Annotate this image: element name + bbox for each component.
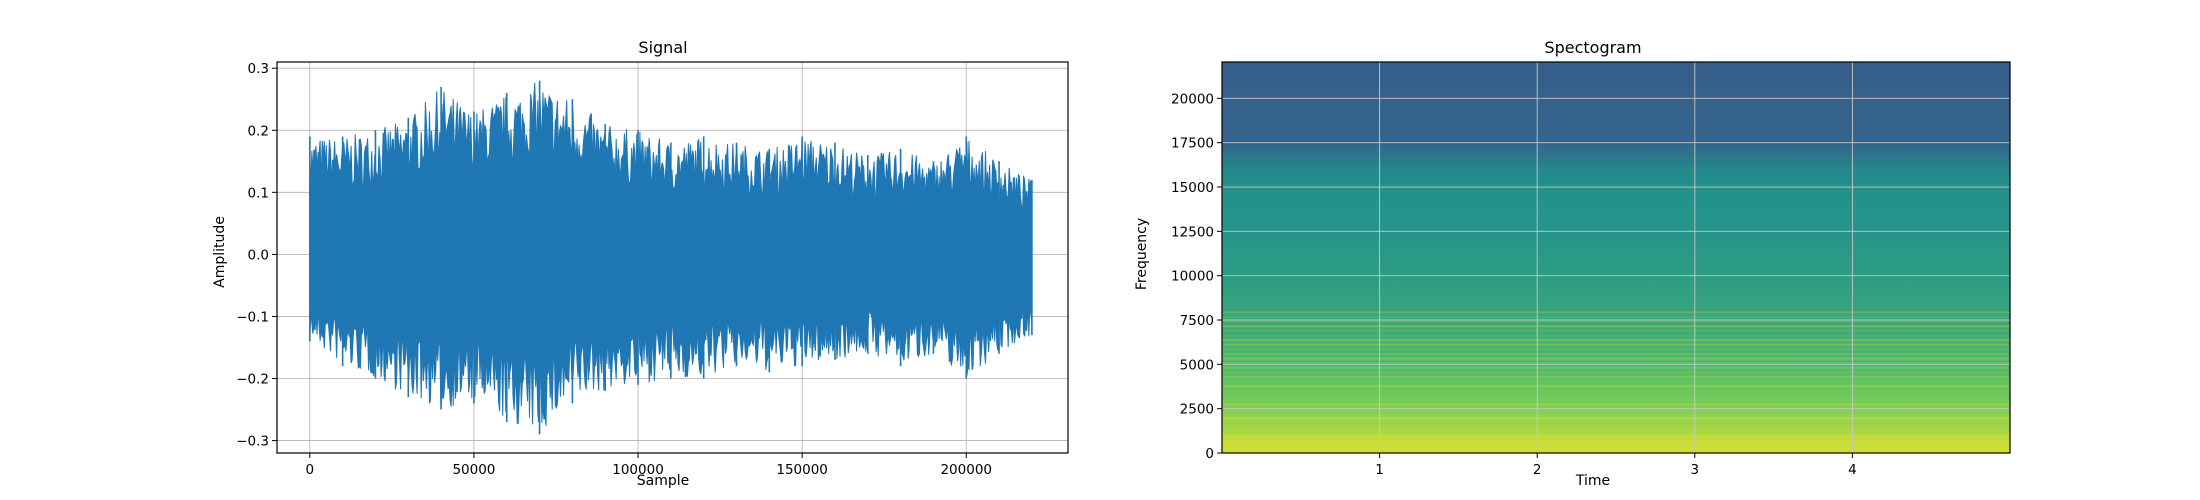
spectrogram-band bbox=[1222, 371, 2010, 374]
spectrogram-band bbox=[1222, 412, 2010, 415]
signal-xtick-label: 0 bbox=[306, 462, 315, 478]
signal-xlabel: Sample bbox=[637, 473, 690, 489]
spectrogram-ytick-label: 0 bbox=[1205, 446, 1214, 462]
spectrogram-band bbox=[1222, 389, 2010, 392]
signal-ytick-label: 0.3 bbox=[248, 61, 269, 77]
signal-ytick-label: −0.3 bbox=[236, 434, 269, 450]
spectrogram-bands bbox=[1222, 311, 2010, 452]
spectrogram-band bbox=[1222, 339, 2010, 342]
signal-ytick-label: 0.1 bbox=[248, 185, 269, 201]
signal-xtick-label: 50000 bbox=[452, 462, 495, 478]
spectrogram-band bbox=[1222, 408, 2010, 411]
signal-title: Signal bbox=[638, 38, 687, 57]
signal-spikes bbox=[309, 80, 1033, 435]
signal-ytick-label: −0.1 bbox=[236, 309, 269, 325]
spectrogram-ytick-label: 15000 bbox=[1171, 180, 1214, 196]
spectrogram-band bbox=[1222, 445, 2010, 448]
spectrogram-band bbox=[1222, 375, 2010, 378]
spectrogram-band bbox=[1222, 348, 2010, 351]
spectrogram-band bbox=[1222, 329, 2010, 332]
signal-ticks: 0 50000 100000 150000 200000 −0.3 −0.2 −0.1 0.0 0… bbox=[236, 61, 992, 478]
spectrogram-ytick-label: 12500 bbox=[1171, 224, 1214, 240]
spectrogram-band bbox=[1222, 399, 2010, 402]
spectrogram-band bbox=[1222, 334, 2010, 337]
spectrogram-band bbox=[1222, 449, 2010, 452]
spectrogram-title: Spectogram bbox=[1544, 38, 1641, 57]
signal-ytick-label: −0.2 bbox=[236, 372, 269, 388]
spectrogram-band bbox=[1222, 357, 2010, 360]
spectrogram-band bbox=[1222, 343, 2010, 346]
spectrogram-ytick-label: 10000 bbox=[1171, 269, 1214, 285]
spectrogram-xlabel: Time bbox=[1575, 473, 1610, 489]
spectrogram-band bbox=[1222, 435, 2010, 438]
spectrogram-band bbox=[1222, 320, 2010, 323]
spectrogram-xtick-label: 3 bbox=[1691, 462, 1700, 478]
spectrogram-band bbox=[1222, 366, 2010, 369]
signal-chart: 0 50000 100000 150000 200000 −0.3 −0.2 −0.1 0.0 0… bbox=[212, 38, 1069, 489]
spectrogram-band bbox=[1222, 394, 2010, 397]
spectrogram-band bbox=[1222, 362, 2010, 365]
signal-axes-frame bbox=[276, 61, 1069, 454]
signal-xtick-label: 200000 bbox=[940, 462, 992, 478]
signal-ytick-label: 0.0 bbox=[248, 247, 269, 263]
spectrogram-ticks: 1 2 3 4 0 2500 5000 7500 10000 12500 15000 17500 200… bbox=[1171, 91, 1857, 478]
spectrogram-band bbox=[1222, 417, 2010, 420]
spectrogram-xtick-label: 4 bbox=[1848, 462, 1857, 478]
spectrogram-xtick-label: 2 bbox=[1533, 462, 1542, 478]
spectrogram-ytick-label: 17500 bbox=[1171, 136, 1214, 152]
spectrogram-xtick-label: 1 bbox=[1375, 462, 1384, 478]
signal-xtick-label: 100000 bbox=[612, 462, 664, 478]
spectrogram-band bbox=[1222, 426, 2010, 429]
spectrogram-band bbox=[1222, 316, 2010, 319]
spectrogram-band bbox=[1222, 380, 2010, 383]
spectrogram-band bbox=[1222, 325, 2010, 328]
spectrogram-band bbox=[1222, 403, 2010, 406]
spectrogram-heatmap bbox=[1222, 62, 2010, 453]
spectrogram-ytick-label: 20000 bbox=[1171, 91, 1214, 107]
spectrogram-band bbox=[1222, 352, 2010, 355]
spectrogram-band bbox=[1222, 440, 2010, 443]
spectrogram-ylabel: Frequency bbox=[1134, 218, 1150, 290]
spectrogram-ytick-label: 2500 bbox=[1180, 402, 1214, 418]
spectrogram-band bbox=[1222, 431, 2010, 434]
spectrogram-axes-frame bbox=[1221, 61, 2011, 454]
signal-ylabel: Amplitude bbox=[212, 216, 228, 288]
spectrogram-ytick-label: 5000 bbox=[1180, 357, 1214, 373]
signal-ytick-label: 0.2 bbox=[248, 123, 269, 139]
spectrogram-chart: 1 2 3 4 0 2500 5000 7500 10000 12500 15000 17500 200… bbox=[1134, 38, 2011, 489]
spectrogram-band bbox=[1222, 385, 2010, 388]
signal-xtick-label: 150000 bbox=[776, 462, 828, 478]
spectrogram-band bbox=[1222, 311, 2010, 314]
spectrogram-ytick-label: 7500 bbox=[1180, 313, 1214, 329]
spectrogram-band bbox=[1222, 422, 2010, 425]
